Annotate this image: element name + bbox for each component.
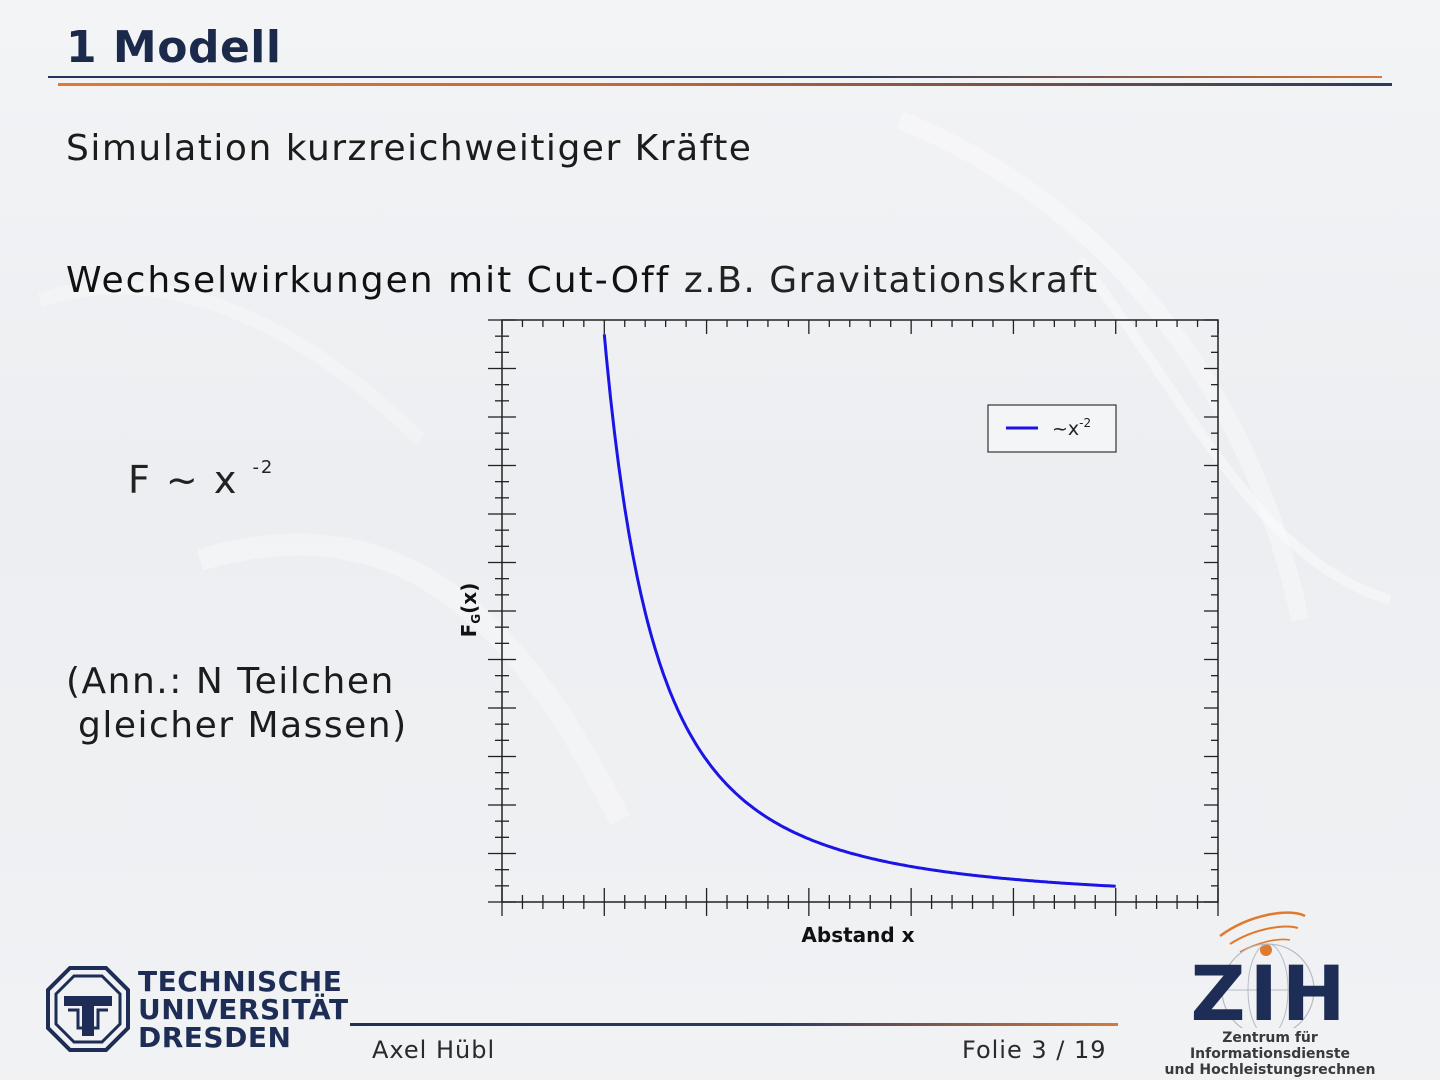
interaction-heading-main: Wechselwirkungen mit Cut-Off (66, 260, 670, 301)
y-axis-label-tail: (x) (457, 583, 481, 614)
zih-logo-icon: ZIH (1140, 908, 1400, 1028)
y-axis-label: FG(x) (457, 583, 483, 638)
title-rule-dark (48, 76, 1382, 78)
tud-line-3: DRESDEN (138, 1024, 349, 1052)
y-axis-label-sub: G (469, 614, 483, 624)
x-axis-label: Abstand x (801, 923, 914, 947)
force-formula: F ~ x -2 (128, 458, 274, 502)
tud-line-2: UNIVERSITÄT (138, 996, 349, 1024)
tud-wordmark: TECHNISCHE UNIVERSITÄT DRESDEN (138, 968, 349, 1052)
note-line-2: gleicher Massen) (66, 704, 408, 748)
slide-title: 1 Modell (66, 22, 281, 73)
legend: ~x-2 (988, 405, 1116, 452)
tud-logo-icon (46, 966, 130, 1052)
zih-mark: ZIH (1191, 949, 1350, 1028)
zih-caption-line-1: Zentrum für Informationsdienste (1140, 1030, 1400, 1062)
zih-caption-line-2: und Hochleistungsrechnen (1140, 1062, 1400, 1078)
tud-line-1: TECHNISCHE (138, 968, 349, 996)
subtitle: Simulation kurzreichweitiger Kräfte (66, 128, 752, 169)
y-axis-label-main: F (457, 624, 481, 638)
formula-exponent: -2 (252, 457, 274, 478)
title-rule-orange (58, 83, 1392, 86)
formula-base: F ~ x (128, 458, 238, 502)
interaction-heading-example: z.B. Gravitationskraft (684, 260, 1099, 301)
footer-page-number: Folie 3 / 19 (962, 1036, 1107, 1064)
force-chart: ~x-2 Abstand x FG(x) (440, 300, 1240, 960)
interaction-heading: Wechselwirkungen mit Cut-Off z.B. Gravit… (66, 260, 1099, 301)
legend-label-text: ~x (1052, 418, 1079, 440)
note-line-1: (Ann.: N Teilchen (66, 660, 408, 704)
legend-label-sup: -2 (1079, 416, 1091, 430)
assumption-note: (Ann.: N Teilchen gleicher Massen) (66, 660, 408, 748)
zih-caption: Zentrum für Informationsdienste und Hoch… (1140, 1030, 1400, 1078)
footer-rule (350, 1023, 1118, 1026)
footer-author: Axel Hübl (372, 1036, 495, 1064)
